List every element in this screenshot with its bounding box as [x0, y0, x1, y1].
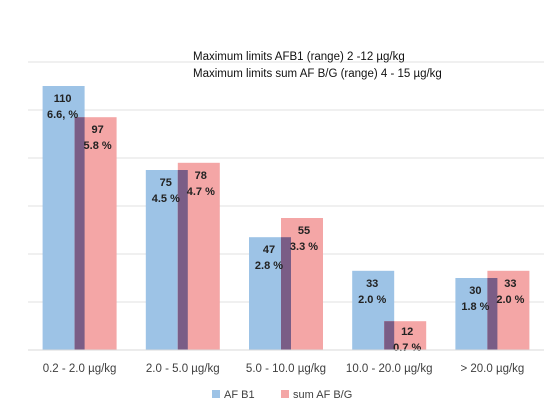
data-label-sum-afbg: 4.7 %: [187, 186, 215, 198]
data-labels: 110 6.6, % 97 5.8 % 75 4.5 % 78 4.7 % 47 2.8 % 55 3…: [47, 93, 525, 354]
data-label-afb1: 75: [160, 177, 172, 189]
data-label-afb1: 110: [54, 93, 72, 105]
data-label-sum-afbg: 0.7 %: [393, 342, 421, 354]
annotation-afb1-limits: Maximum limits AFB1 (range) 2 -12 µg/kg: [193, 51, 405, 63]
data-label-sum-afbg: 97: [91, 124, 103, 136]
data-label-sum-afbg: 12: [401, 326, 413, 338]
data-label-sum-afbg: 33: [504, 278, 516, 290]
bar-overlap: [384, 321, 395, 350]
data-label-sum-afbg: 3.3 %: [290, 241, 318, 253]
data-label-afb1: 2.8 %: [255, 260, 283, 272]
data-label-sum-afbg: 55: [298, 225, 310, 237]
bar-overlap: [281, 237, 291, 350]
data-label-afb1: 6.6, %: [47, 109, 78, 121]
legend-label-sum-afbg: sum AF B/G: [293, 389, 352, 401]
legend-swatch-afb1: [212, 390, 220, 398]
data-label-afb1: 30: [469, 285, 481, 297]
bar-overlap: [74, 117, 85, 350]
annotation-sum-afbg-limits: Maximum limits sum AF B/G (range) 4 - 15…: [193, 68, 442, 80]
x-tick-labels: 0.2 - 2.0 µg/kg 2.0 - 5.0 µg/kg 5.0 - 10.0…: [43, 363, 525, 375]
x-tick-label: 5.0 - 10.0 µg/kg: [246, 363, 326, 375]
data-label-afb1: 1.8 %: [461, 301, 489, 313]
bar-overlap: [177, 170, 188, 350]
data-label-afb1: 47: [263, 244, 275, 256]
bars: [42, 86, 530, 350]
legend-swatch-sum-afbg: [281, 390, 289, 398]
x-tick-label: 2.0 - 5.0 µg/kg: [146, 363, 220, 375]
data-label-sum-afbg: 5.8 %: [84, 140, 112, 152]
data-label-afb1: 4.5 %: [152, 193, 180, 205]
data-label-afb1: 2.0 %: [358, 294, 386, 306]
legend: AF B1 sum AF B/G: [212, 389, 352, 401]
data-label-afb1: 33: [366, 278, 378, 290]
legend-label-afb1: AF B1: [224, 389, 255, 401]
bar-overlap: [487, 278, 498, 350]
x-tick-label: 0.2 - 2.0 µg/kg: [43, 363, 117, 375]
x-tick-label: 10.0 - 20.0 µg/kg: [346, 363, 433, 375]
data-label-sum-afbg: 78: [195, 170, 207, 182]
x-tick-label: > 20.0 µg/kg: [460, 363, 524, 375]
data-label-sum-afbg: 2.0 %: [496, 294, 524, 306]
